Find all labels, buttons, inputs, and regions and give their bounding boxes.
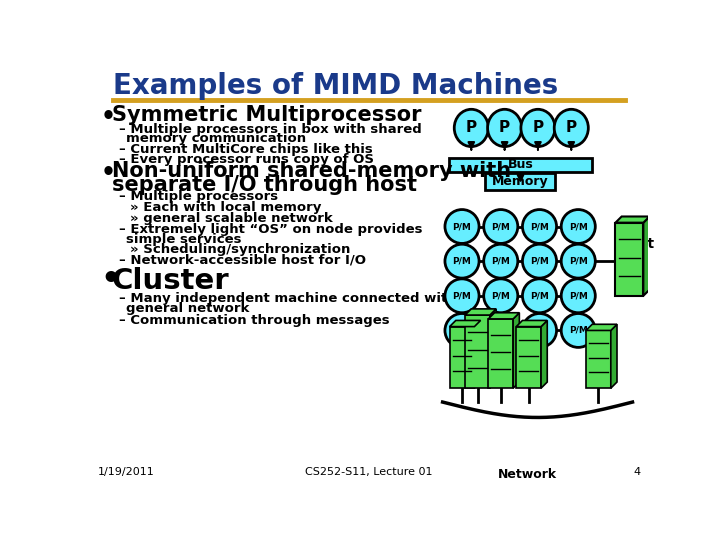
Ellipse shape [561,279,595,313]
Text: » Scheduling/synchronization: » Scheduling/synchronization [130,242,351,255]
Text: Examples of MIMD Machines: Examples of MIMD Machines [113,72,559,100]
Bar [616,222,644,296]
Ellipse shape [484,210,518,244]
Text: – Every processor runs copy of OS: – Every processor runs copy of OS [120,153,374,166]
Polygon shape [449,320,481,327]
Ellipse shape [454,109,488,146]
Text: » general scalable network: » general scalable network [130,212,333,225]
Text: simple services: simple services [126,233,241,246]
Bar [449,327,474,388]
Polygon shape [541,320,547,388]
Text: – Network-accessible host for I/O: – Network-accessible host for I/O [120,253,366,266]
Ellipse shape [445,279,479,313]
Polygon shape [465,309,496,315]
Text: general network: general network [126,302,249,315]
Text: Bus: Bus [508,158,534,171]
Ellipse shape [561,210,595,244]
Text: Network: Network [498,468,557,481]
Text: P/M: P/M [569,256,588,266]
Text: memory communication: memory communication [126,132,306,145]
Polygon shape [516,320,547,327]
Polygon shape [611,325,617,388]
Text: P/M: P/M [530,256,549,266]
Bar [488,319,513,388]
Ellipse shape [484,279,518,313]
Text: P/M: P/M [453,222,472,231]
Text: P/M: P/M [491,291,510,300]
Ellipse shape [561,314,595,347]
Ellipse shape [561,244,595,278]
Text: – Current MultiCore chips like this: – Current MultiCore chips like this [120,143,373,156]
Bar [449,158,593,172]
Text: 4: 4 [633,467,640,477]
Ellipse shape [487,109,522,146]
Bar [465,315,490,388]
Text: Symmetric Multiprocessor: Symmetric Multiprocessor [112,105,421,125]
Text: P/M: P/M [453,291,472,300]
Text: P: P [466,120,477,136]
Text: •: • [101,265,122,296]
Text: – Multiple processors: – Multiple processors [120,190,279,203]
Text: •: • [101,105,116,129]
Polygon shape [616,217,649,222]
Polygon shape [586,325,617,330]
Ellipse shape [484,314,518,347]
Text: P: P [566,120,577,136]
Text: CS252-S11, Lecture 01: CS252-S11, Lecture 01 [305,467,433,477]
Ellipse shape [523,314,557,347]
Ellipse shape [521,109,555,146]
Text: Memory: Memory [492,176,549,188]
Polygon shape [644,217,649,296]
Bar [516,327,541,388]
Text: – Multiple processors in box with shared: – Multiple processors in box with shared [120,123,422,136]
Text: P/M: P/M [569,222,588,231]
Polygon shape [474,320,481,388]
Text: Non-uniform shared-memory with: Non-uniform shared-memory with [112,161,510,181]
Text: separate I/O through host: separate I/O through host [112,175,417,195]
Text: P/M: P/M [530,222,549,231]
Text: P/M: P/M [530,326,549,335]
Text: P/M: P/M [453,326,472,335]
Text: P/M: P/M [491,222,510,231]
Polygon shape [513,313,519,388]
Text: P/M: P/M [491,256,510,266]
Ellipse shape [445,314,479,347]
Text: » Each with local memory: » Each with local memory [130,201,322,214]
Text: 1/19/2011: 1/19/2011 [98,467,155,477]
Text: – Many independent machine connected with: – Many independent machine connected wit… [120,292,457,305]
Ellipse shape [523,279,557,313]
Polygon shape [490,309,496,388]
Bar [586,330,611,388]
Text: P/M: P/M [569,326,588,335]
Text: Host: Host [618,237,654,251]
Ellipse shape [523,210,557,244]
Ellipse shape [484,244,518,278]
Ellipse shape [445,210,479,244]
Polygon shape [488,313,519,319]
Ellipse shape [445,244,479,278]
Bar [485,173,555,190]
Text: •: • [101,161,116,185]
Text: P/M: P/M [491,326,510,335]
Text: P/M: P/M [569,291,588,300]
Text: – Extremely light “OS” on node provides: – Extremely light “OS” on node provides [120,222,423,235]
Text: P/M: P/M [453,256,472,266]
Text: – Communication through messages: – Communication through messages [120,314,390,327]
Ellipse shape [554,109,588,146]
Text: Cluster: Cluster [112,267,230,294]
Text: P/M: P/M [530,291,549,300]
Text: P: P [532,120,544,136]
Text: P: P [499,120,510,136]
Ellipse shape [523,244,557,278]
